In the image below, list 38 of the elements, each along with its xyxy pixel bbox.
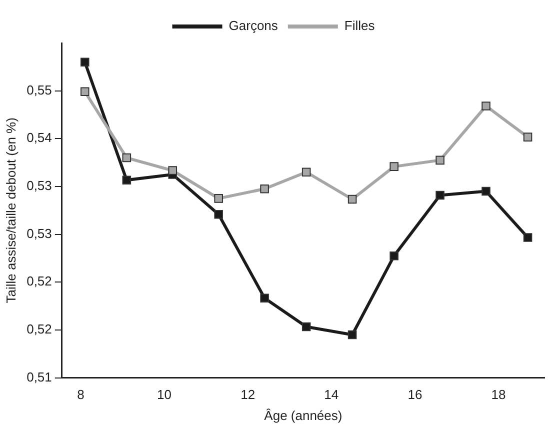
point <box>302 322 311 332</box>
point <box>80 87 90 96</box>
y-tick-label: 0,55 <box>26 82 52 98</box>
legend-label: Filles <box>344 18 376 34</box>
point <box>80 58 90 67</box>
point <box>436 190 444 200</box>
x-tick-label: 8 <box>77 387 84 402</box>
legend-label: Garçons <box>228 18 278 34</box>
point <box>482 186 490 196</box>
x-tick-label: 16 <box>408 387 422 402</box>
y-axis-title: Taille assise/taille debout (en %) <box>3 118 18 304</box>
x-tick-label: 14 <box>324 387 339 402</box>
point <box>122 153 132 162</box>
point <box>523 233 532 242</box>
y-tick-label: 0,52 <box>26 274 52 289</box>
y-tick-label: 0,53 <box>26 178 52 194</box>
point <box>348 194 357 204</box>
point <box>348 330 357 340</box>
y-tick-label: 0,53 <box>26 226 52 241</box>
point <box>168 166 178 175</box>
point <box>482 102 490 110</box>
x-tick-label: 18 <box>491 387 506 402</box>
point <box>390 162 398 171</box>
point <box>523 132 532 142</box>
y-tick-label: 0,52 <box>26 322 52 337</box>
point <box>436 156 444 165</box>
point <box>260 184 269 194</box>
point <box>214 194 223 203</box>
x-axis-title: Âge (années) <box>264 408 342 423</box>
point <box>122 176 132 184</box>
y-tick-label: 0,54 <box>26 130 52 146</box>
point <box>260 294 269 302</box>
point <box>214 210 223 219</box>
x-tick-label: 10 <box>157 387 172 402</box>
y-tick-label: 0,51 <box>26 369 52 384</box>
point <box>302 168 311 177</box>
point <box>390 251 398 260</box>
x-tick-label: 12 <box>240 387 256 402</box>
